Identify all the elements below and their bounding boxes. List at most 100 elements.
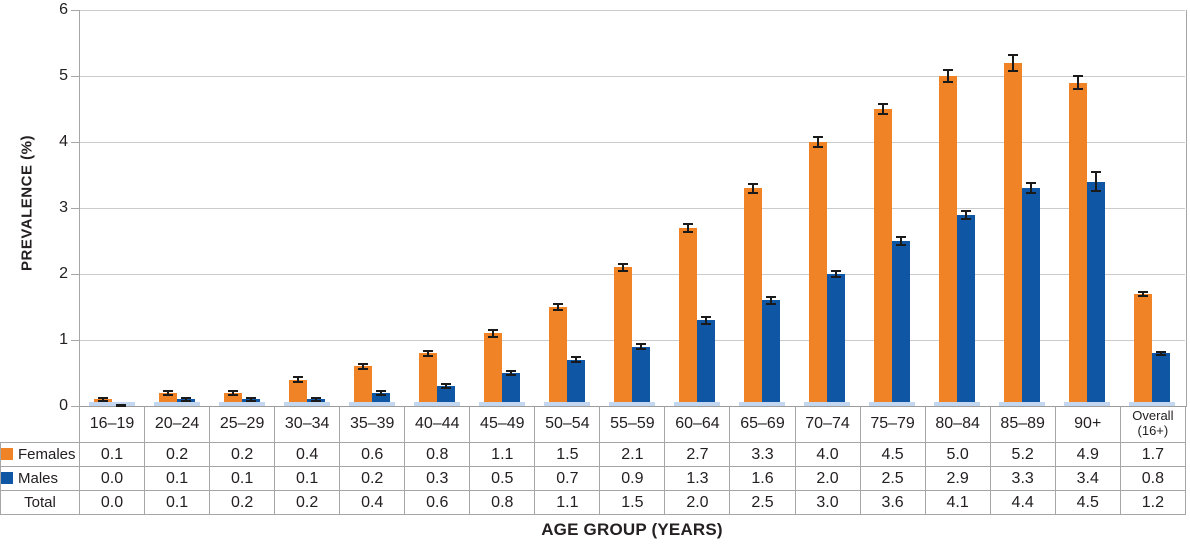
bar-males [697,320,716,406]
legend-label: Males [18,470,59,487]
table-value-cell: 0.4 [274,442,341,467]
error-bar-cap [961,209,972,212]
bar-group-shadow [609,402,655,406]
y-axis-tick-label: 5 [59,67,68,84]
table-value-cell: 0.1 [144,466,211,491]
grid-line [80,340,1185,341]
bar-group-shadow [543,402,590,406]
bar-females [1004,62,1023,406]
error-bar-cap [570,356,581,359]
bar-group-shadow [478,402,525,406]
bar-females [548,307,567,406]
bar-males [1087,181,1106,406]
error-bar-line [166,390,169,395]
table-value-cell: 1.5 [599,490,666,515]
error-bar-cap [961,217,972,220]
y-axis-tick [71,142,79,143]
table-value-cell: 1.1 [469,442,536,467]
table-value-cell: 0.1 [209,466,276,491]
bar-group-shadow [1129,402,1176,406]
bar-males [827,274,846,406]
error-bar-line [509,371,512,375]
error-bar-line [314,398,317,401]
error-bar-line [900,237,903,245]
table-value-cell: 4.0 [794,442,861,467]
error-bar-line [705,316,708,324]
error-bar-line [752,183,755,193]
table-value-cell: 0.9 [599,466,666,491]
error-bar-line [640,343,642,350]
error-bar-cap [487,329,498,332]
table-value-cell: 0.6 [404,490,471,515]
table-value-cell: 0.2 [209,490,276,515]
age-group-header: 30–34 [274,406,341,443]
error-bar-cap [245,399,256,402]
bar-group-shadow [869,402,916,406]
bar-females [483,333,502,406]
error-bar-cap [878,113,889,116]
error-bar-line [622,264,624,271]
bar-group-shadow [999,402,1046,406]
error-bar-cap [227,389,238,392]
error-bar-cap [943,69,954,72]
bar-group-shadow [413,402,460,406]
error-bar-cap [636,342,646,345]
error-bar-line [426,350,429,356]
error-bar-cap [1138,290,1149,293]
error-bar-cap [1008,69,1019,72]
grid-line [80,142,1185,143]
error-bar-line [1012,54,1015,71]
bar-males [436,386,455,406]
table-value-cell: 4.5 [1054,490,1121,515]
age-group-header: Overall (16+) [1119,406,1187,443]
age-group-header: 60–64 [664,406,731,443]
error-bar-cap [245,397,256,400]
error-bar-cap [896,243,907,246]
bar-group-shadow [348,402,395,406]
age-group-header: 85–89 [989,406,1056,443]
error-bar-line [687,223,690,232]
table-value-cell: 4.1 [924,490,991,515]
error-bar-line [361,363,364,370]
table-value-cell: 2.7 [664,442,731,467]
bar-group-shadow [283,402,330,406]
table-value-cell: 3.3 [989,466,1056,491]
bar-females [939,76,958,406]
table-value-cell: 0.6 [339,442,406,467]
table-value-cell: 0.2 [209,442,276,467]
error-bar-cap [292,381,303,384]
bar-females [1134,293,1153,406]
table-value-cell: 0.3 [404,466,471,491]
legend-label: Females [18,446,76,463]
bar-females [809,142,828,406]
table-value-cell: 0.7 [534,466,601,491]
y-axis-tick [71,76,79,77]
table-value-cell: 2.5 [859,466,926,491]
error-bar-cap [375,393,386,396]
error-bar-line [444,384,447,389]
error-bar-cap [162,393,173,396]
error-bar-cap [422,354,433,357]
table-value-cell: 2.1 [599,442,666,467]
grid-line [80,208,1185,209]
table-value-cell: 4.5 [859,442,926,467]
bar-males [1022,188,1041,406]
error-bar-cap [1073,88,1084,91]
age-group-header: 20–24 [144,406,211,443]
error-bar-cap [505,373,516,376]
error-bar-line [947,70,950,82]
y-axis-tick-label: 1 [59,331,68,348]
error-bar-line [184,398,187,401]
error-bar-cap [1026,192,1037,195]
x-axis-title: AGE GROUP (YEARS) [541,520,723,539]
age-group-header: 25–29 [209,406,276,443]
error-bar-cap [683,222,694,225]
bar-males [632,346,650,406]
table-value-cell: 5.0 [924,442,991,467]
error-bar-cap [618,269,628,272]
table-value-cell: 1.1 [534,490,601,515]
table-value-cell: 3.6 [859,490,926,515]
error-bar-line [1077,76,1080,90]
error-bar-cap [440,387,451,390]
table-value-cell: 0.1 [78,442,146,467]
